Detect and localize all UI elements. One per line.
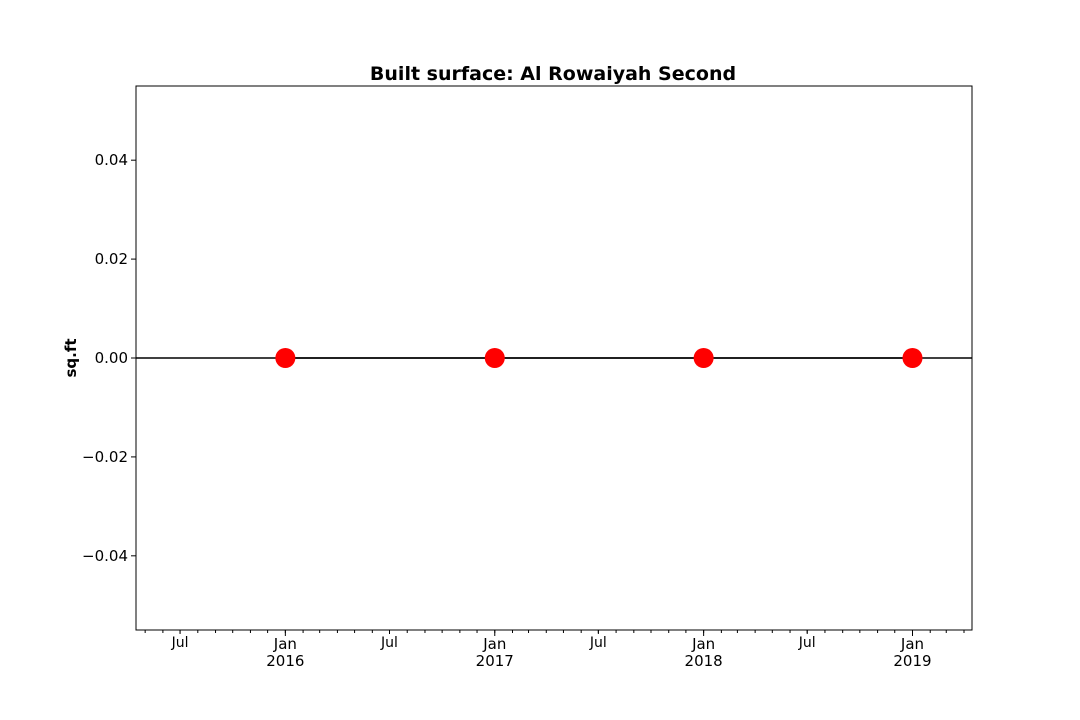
data-point <box>902 348 923 368</box>
data-point <box>484 348 505 368</box>
x-mid-tick-label: Jul <box>798 635 816 651</box>
x-mid-tick-label: Jul <box>171 635 189 651</box>
y-tick-label: 0.02 <box>95 250 128 268</box>
x-major-tick-label-year: 2018 <box>685 652 723 670</box>
x-major-tick-label-month: Jan <box>273 635 297 653</box>
chart-title: Built surface: Al Rowaiyah Second <box>370 63 736 85</box>
x-major-tick-label-month: Jan <box>900 635 924 653</box>
x-major-tick-label-year: 2016 <box>266 652 304 670</box>
y-tick-label: −0.04 <box>82 547 128 565</box>
x-mid-tick-label: Jul <box>380 635 398 651</box>
data-point <box>693 348 714 368</box>
y-tick-label: −0.02 <box>82 448 128 466</box>
x-major-tick-label-year: 2019 <box>893 652 931 670</box>
x-mid-tick-label: Jul <box>589 635 607 651</box>
x-major-tick-label-month: Jan <box>482 635 506 653</box>
y-tick-label: 0.00 <box>95 349 128 367</box>
plot-frame <box>135 85 973 631</box>
y-tick-label: 0.04 <box>95 151 128 169</box>
x-major-tick-label-month: Jan <box>691 635 715 653</box>
y-axis-label: sq.ft <box>62 338 80 377</box>
data-point <box>275 348 296 368</box>
x-major-tick-label-year: 2017 <box>476 652 514 670</box>
